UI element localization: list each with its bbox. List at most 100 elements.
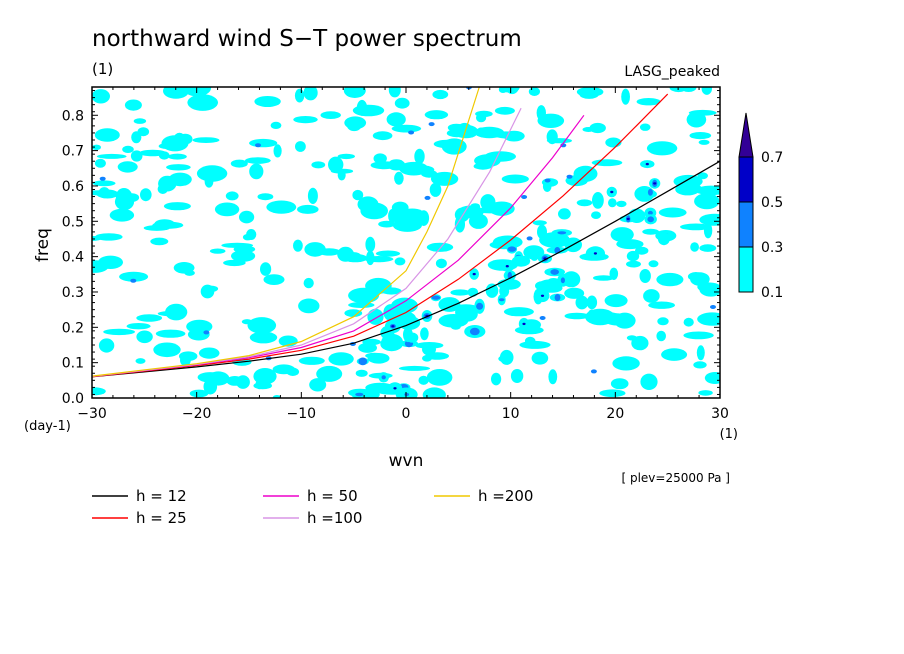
contour-patch [358, 342, 377, 353]
contour-patch [343, 87, 366, 98]
contour-patch [696, 345, 705, 361]
contour-patch [503, 307, 534, 317]
contour-patch [96, 153, 127, 159]
y-tick-label: 0.1 [62, 356, 84, 372]
contour-patch [241, 319, 253, 325]
contour-patch [592, 192, 604, 209]
contour-patch [150, 237, 169, 246]
contour-patch [593, 275, 614, 281]
contour-patch-strong [521, 195, 528, 199]
contour-patch [704, 372, 720, 384]
contour-patch [135, 358, 146, 364]
contour-patch [92, 387, 106, 396]
contour-patch [429, 182, 442, 197]
contour-patch [422, 343, 436, 356]
contour-patch [247, 317, 277, 334]
contour-patch-strong [469, 327, 480, 336]
contour-patch [136, 314, 163, 322]
contour-patch [432, 89, 449, 100]
contour-patch-strong [498, 298, 505, 302]
chart-subtitle-left: (1) [92, 60, 113, 78]
x-tick-label: −10 [287, 406, 317, 422]
contour-patch [373, 153, 387, 164]
contour-patch [690, 242, 699, 252]
contour-patch-peak [391, 325, 395, 328]
contour-patch-strong [507, 246, 517, 252]
contour-patch [575, 295, 589, 310]
contour-patch [621, 88, 630, 105]
contour-patch [303, 87, 318, 101]
contour-patch [414, 148, 425, 165]
contour-patch [468, 213, 488, 229]
contour-patch [610, 227, 634, 243]
contour-patch [370, 161, 398, 170]
contour-patch [626, 250, 640, 262]
y-tick-label: 0.3 [62, 285, 84, 301]
contour-patch [494, 106, 515, 115]
contour-patch [122, 145, 134, 153]
legend: h = 12 h = 25 h = 50 h =100 h =200 [92, 487, 533, 527]
series-line-2 [91, 114, 585, 377]
contour-patch [360, 202, 389, 220]
contour-patch [92, 180, 116, 187]
contour-patch [610, 378, 629, 390]
contour-patch [510, 369, 524, 383]
contour-patch-strong [428, 122, 435, 127]
contour-patch [294, 88, 305, 103]
contour-patch [514, 326, 544, 335]
contour-patch [458, 306, 478, 322]
contour-patch [225, 191, 239, 201]
contour-patch [689, 132, 712, 140]
contour-patch [675, 183, 700, 196]
colorbar-box [738, 246, 754, 293]
contour-patch [328, 352, 354, 366]
contour-patch [447, 123, 465, 132]
contour-patch-strong [647, 188, 653, 196]
contour-patch-strong [526, 236, 533, 241]
contour-patch [626, 260, 641, 268]
x-tick-label: 20 [606, 406, 624, 422]
contour-patch [599, 389, 626, 398]
contour-patch [657, 232, 670, 246]
contour-patch [355, 369, 368, 377]
contour-patch [198, 347, 220, 359]
contour-patch-strong [647, 216, 654, 223]
contour-patch-strong [381, 375, 386, 380]
contour-patch [253, 368, 277, 385]
contour-patch-strong [355, 392, 364, 397]
contour-patch-peak [653, 182, 657, 185]
contour-patch [239, 210, 255, 224]
contour-patch [635, 246, 649, 255]
contour-patch [683, 317, 694, 327]
y-tick-label: 0.2 [62, 320, 84, 336]
contour-fill [92, 87, 720, 398]
contour-patch [344, 309, 363, 317]
contour-patch [337, 153, 355, 160]
contour-patch-strong [424, 195, 431, 200]
colorbar-label: 0.1 [761, 285, 783, 301]
contour-patch [604, 294, 628, 308]
contour-patch [270, 121, 282, 129]
y-tick-label: 0.8 [62, 108, 84, 124]
contour-patch [498, 355, 512, 363]
contour-patch [196, 165, 228, 182]
contour-patch [564, 312, 590, 320]
contour-patch [124, 99, 142, 111]
contour-patch [187, 94, 218, 111]
contour-patch [697, 172, 708, 180]
contour-patch [378, 220, 396, 228]
y-tick-label: 0.4 [62, 250, 84, 266]
contour-patch [316, 365, 343, 382]
contour-patch [499, 87, 520, 93]
contour-patch [303, 277, 314, 289]
contour-patch [395, 387, 418, 398]
contour-patch [661, 348, 688, 361]
contour-patch [337, 246, 354, 262]
contour-patch [192, 137, 220, 144]
contour-patch-strong [557, 231, 567, 235]
contour-patch-strong [476, 302, 484, 310]
contour-patch [546, 138, 573, 144]
contour-patch [214, 202, 240, 217]
dispersion-curves [91, 86, 721, 378]
